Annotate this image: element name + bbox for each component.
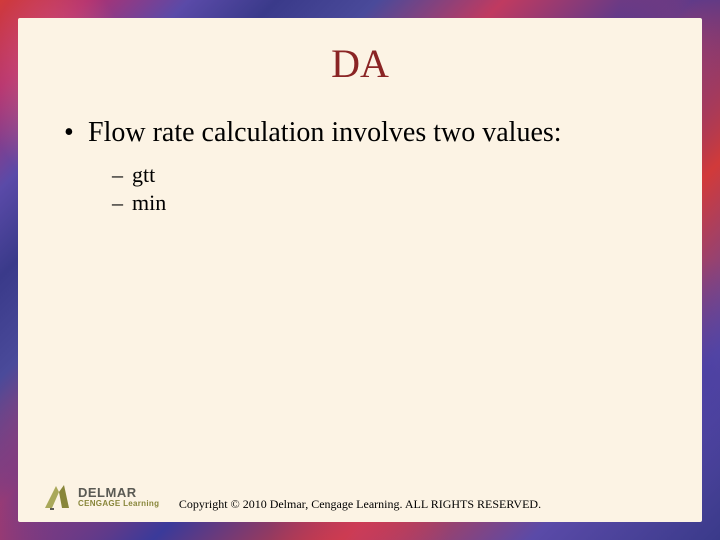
slide-title: DA — [56, 40, 664, 87]
slide-border: DA •Flow rate calculation involves two v… — [0, 0, 720, 540]
footer: Copyright © 2010 Delmar, Cengage Learnin… — [18, 497, 702, 512]
sub-bullet-text: gtt — [132, 162, 155, 187]
bullet-dash-icon: – — [112, 161, 132, 189]
bullet-dash-icon: – — [112, 189, 132, 217]
sub-bullet-text: min — [132, 190, 166, 215]
bullet-dot-icon: • — [64, 117, 88, 149]
bullet-level-2: –gtt — [112, 161, 664, 189]
sub-bullet-list: –gtt –min — [112, 161, 664, 216]
copyright-text: Copyright © 2010 Delmar, Cengage Learnin… — [179, 497, 541, 512]
bullet-text: Flow rate calculation involves two value… — [88, 117, 562, 148]
bullet-level-1: •Flow rate calculation involves two valu… — [64, 117, 664, 149]
bullet-level-2: –min — [112, 189, 664, 217]
slide-body: DA •Flow rate calculation involves two v… — [18, 18, 702, 522]
